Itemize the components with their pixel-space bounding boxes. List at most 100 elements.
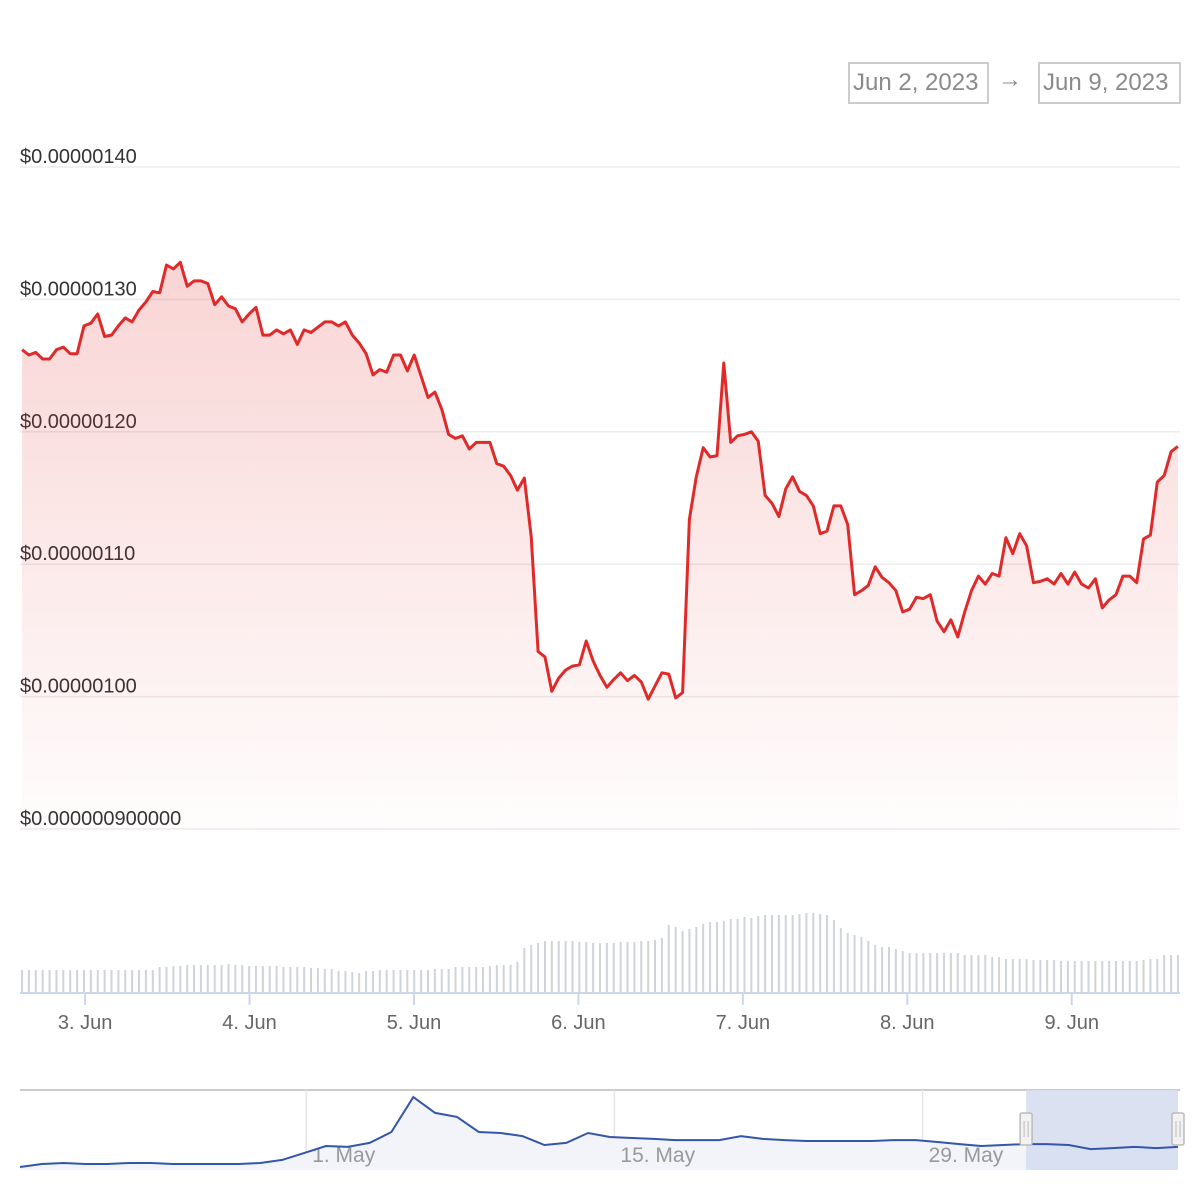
volume-bar xyxy=(1115,961,1118,993)
volume-bar xyxy=(812,913,815,993)
volume-bar xyxy=(248,966,251,993)
volume-bar xyxy=(482,967,485,993)
volume-bar xyxy=(578,942,581,993)
volume-bar xyxy=(468,967,471,993)
volume-bar xyxy=(117,970,120,993)
volume-bar xyxy=(826,915,829,993)
volume-bar xyxy=(433,969,436,993)
volume-bar xyxy=(351,972,354,993)
volume-bar xyxy=(1080,961,1083,993)
x-tick-label: 9. Jun xyxy=(1045,1012,1099,1034)
volume-bar xyxy=(1149,959,1152,993)
volume-bar xyxy=(1108,961,1111,993)
volume-bar xyxy=(832,920,835,993)
range-to-input[interactable]: Jun 9, 2023 xyxy=(1038,62,1181,104)
volume-bar xyxy=(1066,961,1069,993)
volume-bar xyxy=(977,955,980,993)
x-tick-label: 5. Jun xyxy=(387,1012,441,1034)
volume-bar xyxy=(420,970,423,993)
volume-bar xyxy=(69,970,72,993)
volume-bar xyxy=(915,953,918,993)
volume-bar xyxy=(736,919,739,993)
volume-bar xyxy=(1032,960,1035,993)
volume-bar xyxy=(805,913,808,993)
volume-bar xyxy=(1046,960,1049,993)
x-axis-ticks: 3. Jun 4. Jun 5. Jun 6. Jun 7. Jun 8. Jun 9. J… xyxy=(58,993,1099,1034)
volume-bar xyxy=(674,927,677,993)
volume-bar xyxy=(261,966,264,993)
volume-bar xyxy=(654,940,657,993)
navigator[interactable]: 1. May 15. May 29. May xyxy=(19,1089,1185,1170)
volume-bar xyxy=(516,962,519,993)
volume-bar xyxy=(626,942,629,993)
volume-bar xyxy=(241,965,244,993)
volume-bar xyxy=(537,943,540,993)
volume-bar xyxy=(103,970,106,993)
volume-bar xyxy=(571,941,574,993)
navigator-tick-label: 29. May xyxy=(929,1144,1004,1167)
volume-bar xyxy=(502,965,505,993)
volume-bar xyxy=(48,970,51,993)
volume-bar xyxy=(887,947,890,993)
volume-bar xyxy=(936,953,939,993)
volume-bar xyxy=(1142,960,1145,993)
volume-bar xyxy=(619,942,622,993)
volume-bar xyxy=(860,937,863,993)
volume-bar xyxy=(447,969,450,993)
volume-bar xyxy=(1176,955,1179,993)
volume-bar xyxy=(550,941,553,993)
volume-bar xyxy=(21,970,24,993)
volume-bar xyxy=(929,953,932,993)
x-tick-label: 6. Jun xyxy=(551,1012,605,1034)
volume-bar xyxy=(702,924,705,993)
volume-bar xyxy=(1011,959,1014,993)
volume-bar xyxy=(943,953,946,993)
volume-bar xyxy=(949,953,952,993)
navigator-selection[interactable] xyxy=(1026,1090,1178,1170)
navigator-left-handle[interactable] xyxy=(1019,1112,1033,1146)
volume-bar xyxy=(89,970,92,993)
x-tick-label: 7. Jun xyxy=(716,1012,770,1034)
volume-bar xyxy=(323,969,326,993)
volume-bar xyxy=(138,970,141,993)
volume-bar xyxy=(275,966,278,993)
volume-bar xyxy=(660,938,663,993)
volume-bar xyxy=(874,945,877,993)
volume-bar xyxy=(199,965,202,993)
volume-bar xyxy=(310,968,313,993)
range-from-input[interactable]: Jun 2, 2023 xyxy=(848,62,989,104)
volume-bar xyxy=(750,918,753,993)
volume-bar xyxy=(268,966,271,993)
volume-bar xyxy=(27,970,30,993)
volume-bar xyxy=(172,966,175,993)
volume-bar xyxy=(1128,961,1131,993)
x-tick-label: 4. Jun xyxy=(222,1012,276,1034)
volume-bar xyxy=(76,970,79,993)
volume-bar xyxy=(695,927,698,993)
navigator-tick-label: 15. May xyxy=(620,1144,695,1167)
volume-bar xyxy=(289,967,292,993)
volume-bars xyxy=(21,913,1179,993)
volume-bar xyxy=(110,970,113,993)
volume-bar xyxy=(509,965,512,993)
volume-bar xyxy=(475,967,478,993)
volume-bar xyxy=(254,966,257,993)
volume-bar xyxy=(846,933,849,993)
volume-bar xyxy=(530,945,533,993)
volume-bar xyxy=(337,971,340,993)
volume-bar xyxy=(165,967,168,993)
volume-bar xyxy=(1039,960,1042,993)
volume-bar xyxy=(1135,961,1138,993)
volume-bar xyxy=(426,970,429,993)
volume-bar xyxy=(371,971,374,993)
x-tick-label: 3. Jun xyxy=(58,1012,112,1034)
y-tick-label: $0.00000130 xyxy=(20,278,137,300)
volume-bar xyxy=(1073,961,1076,993)
volume-bar xyxy=(227,964,230,993)
volume-bar xyxy=(186,965,189,993)
range-arrow: → xyxy=(998,66,1022,93)
navigator-right-handle[interactable] xyxy=(1171,1112,1185,1146)
volume-bar xyxy=(1121,961,1124,993)
volume-bar xyxy=(378,970,381,993)
volume-bar xyxy=(881,947,884,993)
